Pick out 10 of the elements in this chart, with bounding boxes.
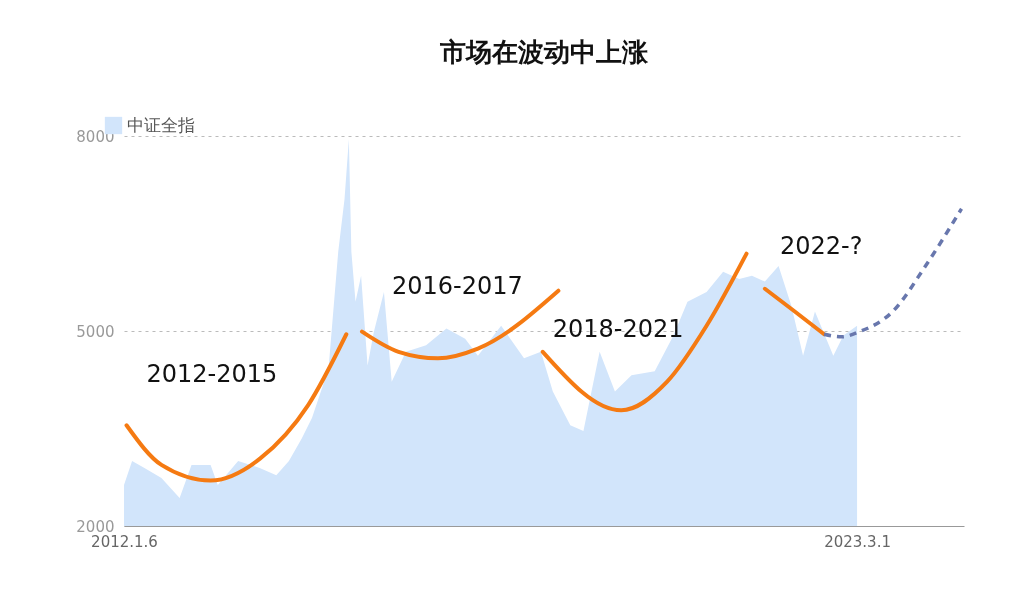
annotation: 2022-? xyxy=(779,231,863,260)
annotation: 2012-2015 xyxy=(146,360,278,389)
annotation: 2016-2017 xyxy=(391,271,523,300)
y-tick-label: 5000 xyxy=(76,322,115,341)
line-series xyxy=(540,251,749,413)
x-tick-label: 2023.3.1 xyxy=(824,532,891,551)
legend-label: 中证全指 xyxy=(127,114,195,135)
annotation: 2018-2021 xyxy=(552,314,684,343)
line-series xyxy=(124,332,349,483)
chart-title: 市场在波动中上涨 xyxy=(439,37,649,67)
